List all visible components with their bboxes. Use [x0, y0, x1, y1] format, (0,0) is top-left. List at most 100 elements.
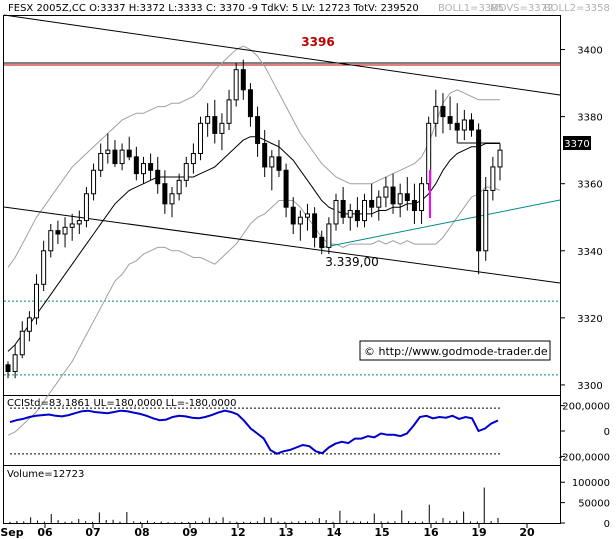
candle-body: [461, 119, 467, 131]
y-tick-label: 3340: [577, 247, 602, 258]
candle: [112, 140, 118, 167]
x-tick-label: 19: [471, 526, 486, 539]
candle: [34, 274, 40, 325]
candle: [169, 187, 175, 218]
x-tick-label: Sep: [0, 526, 23, 539]
price-tag-text: 3370: [564, 139, 589, 150]
candle-body: [354, 210, 360, 222]
candle: [91, 163, 97, 201]
candle: [312, 207, 318, 248]
x-tick-label: 20: [519, 526, 535, 539]
header-movs: MOVS=3372: [490, 3, 553, 14]
candle: [483, 176, 489, 261]
candle-body: [126, 149, 132, 158]
candle-body: [426, 122, 432, 185]
candle: [55, 220, 61, 245]
x-tick-label: 09: [182, 526, 197, 539]
candle-body: [205, 116, 211, 124]
candle: [262, 130, 268, 177]
candle-body: [419, 183, 425, 212]
candle: [247, 83, 253, 127]
candle-body: [319, 236, 325, 248]
volume-tick-label: 0: [604, 519, 610, 530]
candle-body: [247, 89, 253, 118]
price-tag: 3370: [563, 136, 591, 150]
candle-body: [105, 149, 111, 155]
candle-body: [347, 210, 353, 218]
candle-body: [433, 106, 439, 124]
candle: [347, 203, 353, 231]
candle: [255, 106, 261, 157]
x-tick-label: 12: [230, 526, 245, 539]
candle-body: [397, 193, 403, 205]
candle: [297, 210, 303, 241]
candle-body: [304, 213, 310, 218]
candle-body: [240, 69, 246, 91]
candle-body: [340, 199, 346, 218]
candle-body: [69, 223, 75, 228]
candle: [461, 109, 467, 141]
candle-body: [91, 169, 97, 195]
candle: [490, 156, 496, 201]
header-boll2: BOLL2=3358: [544, 3, 610, 14]
trend-lines: [3, 14, 561, 284]
candle-body: [169, 193, 175, 205]
candle-body: [62, 226, 68, 235]
candle-body: [140, 163, 146, 175]
candle: [41, 240, 47, 292]
y-tick-label: 3380: [577, 113, 602, 124]
teal-trendline: [319, 199, 561, 249]
candle-body: [376, 196, 382, 208]
candle-body: [76, 220, 82, 225]
candle: [226, 89, 232, 131]
x-tick-label: 07: [85, 526, 100, 539]
candle-body: [41, 250, 47, 285]
candle: [212, 99, 218, 144]
x-axis: Sep 06 07 08 09 12 13 14 15 16 19 20: [0, 524, 535, 539]
candle: [283, 163, 289, 218]
cci-layer: 200,0000 0 -200,0000: [9, 402, 610, 463]
candle: [48, 223, 54, 258]
volume-legend: Volume=12723: [7, 469, 84, 480]
candle-body: [468, 119, 474, 131]
x-tick-label: 13: [278, 526, 293, 539]
candle-body: [312, 213, 318, 238]
candle: [447, 96, 453, 131]
candle: [276, 140, 282, 177]
x-tick-label: 14: [326, 526, 342, 539]
candle: [362, 193, 368, 228]
candle-body: [283, 169, 289, 208]
candle: [476, 123, 482, 275]
candle: [304, 203, 310, 231]
candle-body: [297, 216, 303, 225]
candle-body: [176, 179, 182, 195]
candle-body: [212, 116, 218, 134]
candle: [76, 210, 82, 235]
candle-body: [198, 122, 204, 155]
candle-body: [34, 283, 40, 319]
candle-body: [183, 163, 189, 181]
candle: [119, 143, 125, 171]
main-grid: [4, 62, 560, 376]
candle: [148, 153, 154, 181]
candle: [269, 150, 275, 191]
candle-body: [5, 364, 11, 373]
candle-body: [119, 149, 125, 165]
candle: [205, 103, 211, 137]
candle: [126, 136, 132, 161]
bollinger-upper-line: [7, 45, 500, 268]
main-y-axis: 3300 3320 3340 3360 3380 3400: [560, 46, 603, 392]
candle-body: [112, 149, 118, 165]
candle-body: [333, 199, 339, 225]
candle-body: [226, 99, 232, 124]
channel-upper-line: [3, 14, 561, 96]
y-tick-label: 3400: [577, 46, 602, 57]
candle: [12, 344, 18, 379]
candle: [426, 116, 432, 191]
candle: [319, 230, 325, 255]
header-ohlc: FESX 2005Z,CC O:3337 H:3372 L:3333 C: 33…: [8, 3, 419, 14]
bollinger-lower-line: [7, 186, 501, 436]
candle-body: [390, 186, 396, 205]
candle: [19, 321, 25, 359]
